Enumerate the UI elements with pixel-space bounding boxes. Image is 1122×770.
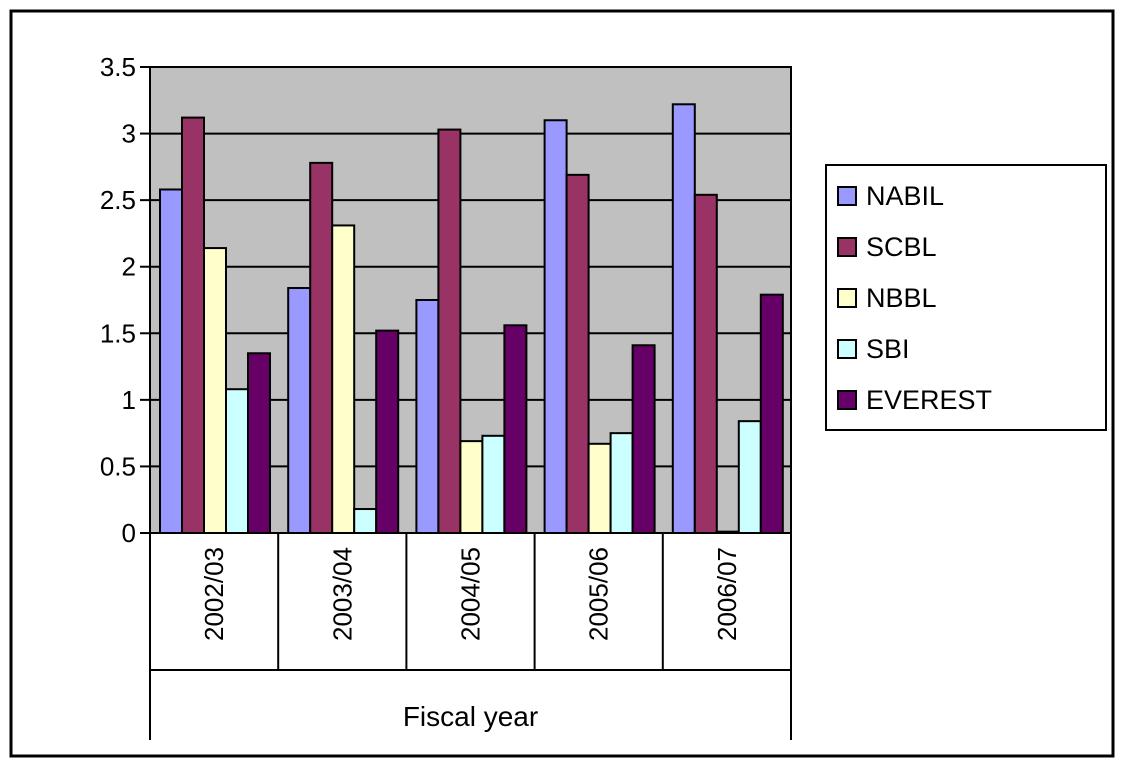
y-tick-label: 2.5 <box>100 185 136 215</box>
bar-everest-2003-04 <box>375 329 400 534</box>
bars <box>159 103 784 535</box>
legend-swatch-sbi <box>837 339 857 359</box>
x-category-label: 2004/05 <box>456 547 486 641</box>
legend-label-nbbl: NBBL <box>866 283 937 313</box>
y-tick-label: 0.5 <box>100 451 136 481</box>
bar-nbbl-2002-03 <box>203 247 227 534</box>
bar-scbl-2004-05 <box>437 128 462 534</box>
bar-nbbl-2005-06 <box>587 442 612 534</box>
bar-sbi-2002-03 <box>225 388 249 534</box>
legend-label-sbi: SBI <box>866 334 910 364</box>
y-tick-label: 3.5 <box>100 52 136 82</box>
legend-label-scbl: SCBL <box>866 232 937 262</box>
y-tick-label: 1.5 <box>100 318 136 348</box>
bar-nabil-2002-03 <box>159 188 183 534</box>
bar-scbl-2006-07 <box>693 193 718 534</box>
bar-everest-2006-07 <box>759 293 784 534</box>
x-category-label: 2003/04 <box>327 547 357 641</box>
bar-everest-2002-03 <box>247 352 271 534</box>
bar-nbbl-2003-04 <box>331 224 356 534</box>
bar-nabil-2003-04 <box>287 287 312 535</box>
bar-sbi-2003-04 <box>353 508 378 534</box>
axes: 0 0.5 1 1.5 2 2.5 3 3.5 2002/03 2003/04 2004/05 200… <box>100 52 792 740</box>
x-category-label: 2002/03 <box>199 547 229 641</box>
bar-nabil-2004-05 <box>415 299 440 534</box>
bar-sbi-2005-06 <box>609 432 634 534</box>
bar-everest-2004-05 <box>503 324 528 534</box>
y-tick-label: 2 <box>122 252 136 282</box>
bar-nabil-2006-07 <box>671 103 696 534</box>
bar-scbl-2003-04 <box>309 161 334 534</box>
legend-label-nabil: NABIL <box>866 181 944 211</box>
legend-swatch-nabil <box>837 186 857 206</box>
bar-scbl-2005-06 <box>565 173 590 535</box>
y-tick-label: 3 <box>122 119 136 149</box>
bar-nbbl-2004-05 <box>459 440 484 535</box>
y-tick-label: 0 <box>122 518 136 548</box>
legend-label-everest: EVEREST <box>866 385 992 415</box>
bar-scbl-2002-03 <box>181 116 205 534</box>
legend-swatch-everest <box>837 390 857 410</box>
bar-everest-2005-06 <box>631 344 656 535</box>
legend: NABIL SCBL NBBL SBI EVEREST <box>825 164 1107 431</box>
y-tick-label: 1 <box>122 385 136 415</box>
bar-nabil-2005-06 <box>543 119 568 534</box>
x-category-label: 2005/06 <box>584 547 614 641</box>
legend-box <box>825 164 1107 431</box>
x-axis-title: Fiscal year <box>403 701 538 732</box>
legend-swatch-scbl <box>837 237 857 257</box>
x-category-label: 2006/07 <box>712 547 742 641</box>
bar-sbi-2004-05 <box>481 434 506 535</box>
bar-sbi-2006-07 <box>737 420 762 534</box>
legend-swatch-nbbl <box>837 288 857 308</box>
